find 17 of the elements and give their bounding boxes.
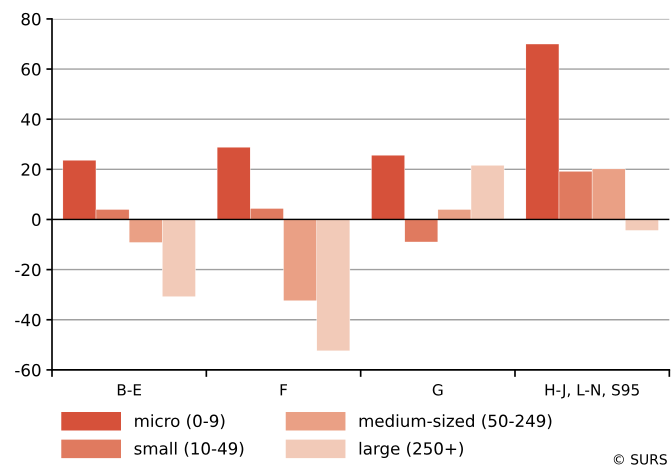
y-tick-label: 60 <box>22 63 40 76</box>
y-tick-label: 0 <box>32 213 40 226</box>
y-tick-label: -20 <box>15 264 40 276</box>
x-tick-label: G <box>432 384 442 396</box>
x-tick-label: B-E <box>118 384 142 396</box>
legend-label: large (250+) <box>360 442 463 458</box>
legend-label: medium-sized (50-249) <box>360 414 552 430</box>
x-tick-label: H-J, L-N, S95 <box>546 384 639 398</box>
text: © SURS <box>614 454 667 465</box>
y-tick-label: -40 <box>15 314 40 326</box>
y-tick-label: 40 <box>21 113 40 126</box>
x-tick-label: F <box>280 384 288 396</box>
y-tick-label: 20 <box>22 163 40 176</box>
legend-label: micro (0-9) <box>135 414 224 430</box>
legend-label: small (10-49) <box>134 442 244 457</box>
y-tick-label: -60 <box>15 364 40 376</box>
y-tick-label: 80 <box>22 12 40 26</box>
